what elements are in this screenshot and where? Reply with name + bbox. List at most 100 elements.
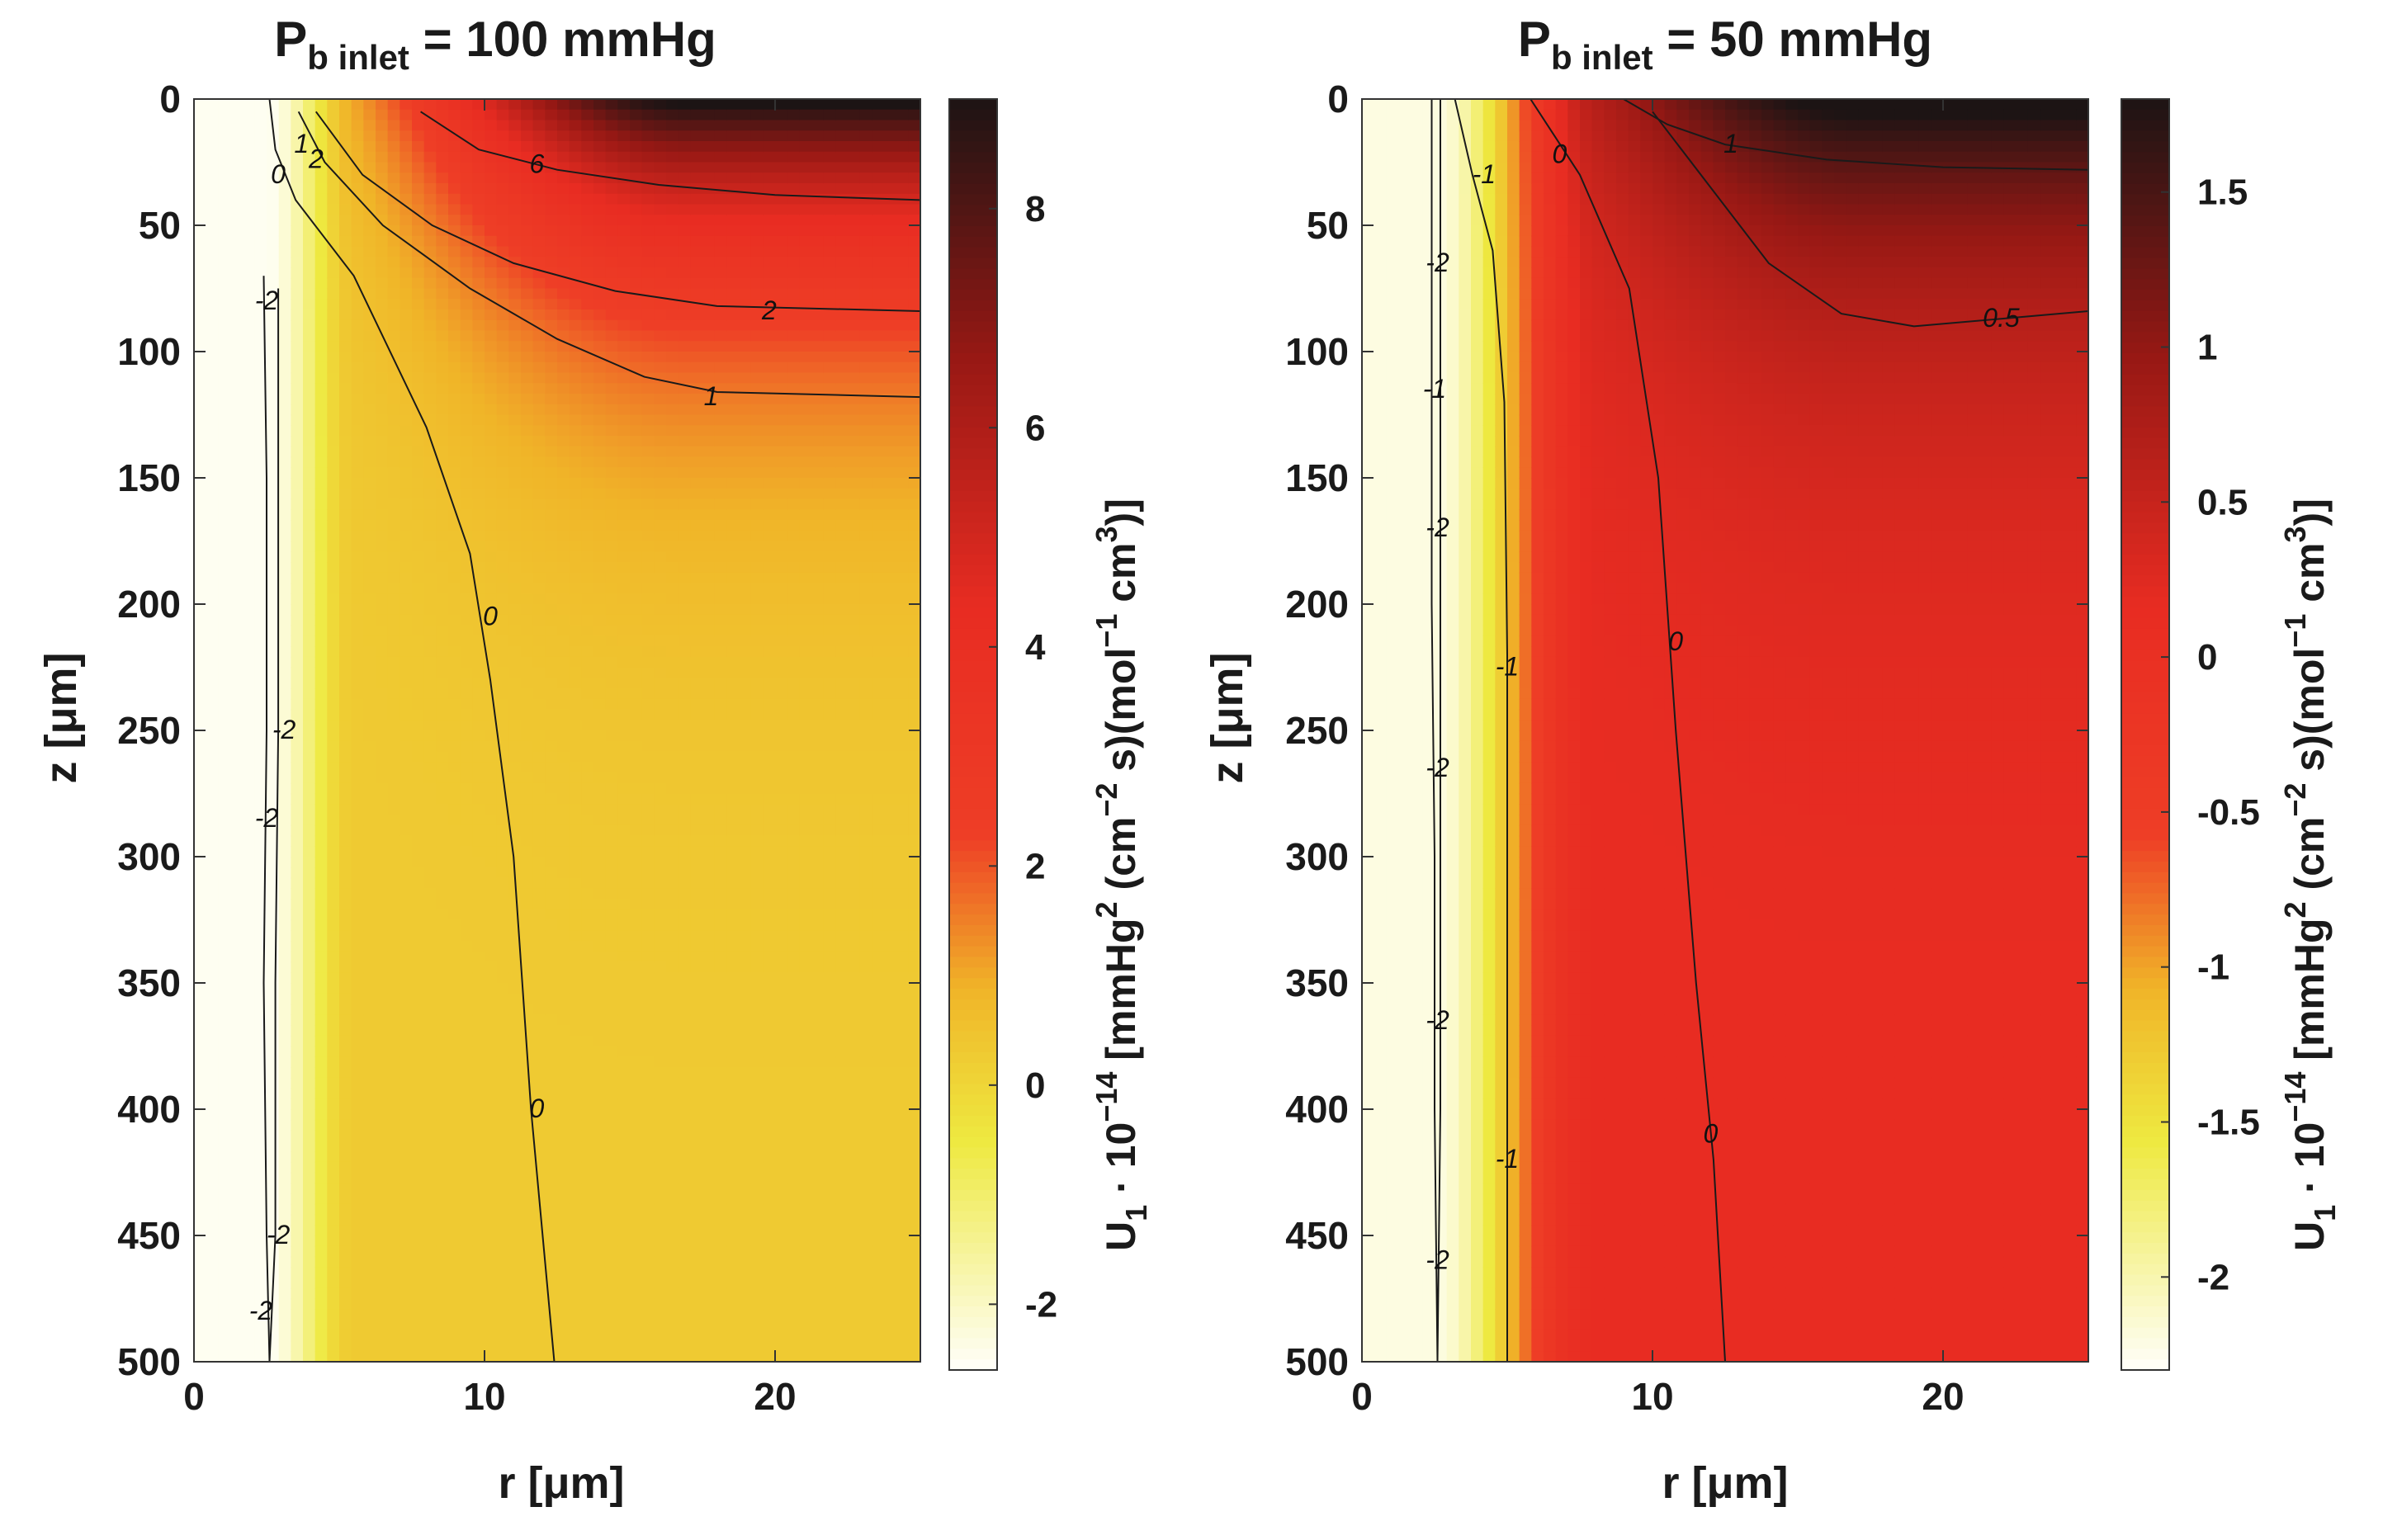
heat-cell (496, 909, 510, 921)
heat-cell (666, 972, 679, 984)
heat-cell (472, 961, 485, 974)
heat-cell (291, 1151, 304, 1163)
heat-cell (230, 99, 244, 111)
heat-cell (690, 330, 703, 342)
heat-cell (400, 1193, 413, 1205)
heat-cell (230, 277, 244, 290)
heat-cell (412, 1351, 425, 1363)
heat-cell (605, 1330, 619, 1342)
heat-cell (206, 109, 220, 121)
heat-cell (387, 656, 401, 668)
heat-cell (412, 215, 425, 226)
heat-cell (327, 541, 340, 553)
heat-cell (641, 1267, 655, 1278)
heat-cell (654, 394, 667, 405)
heat-cell (690, 867, 703, 879)
heat-cell (666, 857, 679, 868)
heat-cell (267, 330, 280, 342)
heat-cell (278, 109, 292, 121)
heat-cell (532, 372, 546, 385)
heat-cell (617, 1298, 631, 1311)
heat-cell (291, 1309, 304, 1320)
heat-cell (376, 835, 389, 848)
heat-cell (351, 1256, 365, 1268)
heat-cell (557, 1320, 570, 1331)
heat-cell (581, 319, 594, 332)
heat-cell (448, 467, 461, 479)
heat-cell (363, 857, 376, 868)
heat-cell (363, 1046, 376, 1058)
heat-cell (545, 782, 558, 795)
heat-cell (242, 109, 256, 121)
heat-cell (351, 352, 365, 363)
heat-cell (339, 341, 352, 352)
heat-cell (267, 1245, 280, 1258)
heat-cell (472, 1320, 485, 1331)
heat-cell (496, 109, 510, 121)
heat-cell (472, 1351, 485, 1363)
heat-cell (605, 361, 619, 374)
heat-cell (339, 1235, 352, 1247)
heat-cell (654, 488, 667, 500)
heat-cell (242, 941, 256, 952)
heat-cell (303, 520, 316, 531)
heat-cell (593, 762, 607, 773)
heat-cell (545, 961, 558, 974)
heat-cell (412, 1098, 425, 1110)
heat-cell (605, 993, 619, 1005)
heat-cell (351, 383, 365, 394)
heat-cell (303, 551, 316, 563)
heat-cell (569, 141, 583, 153)
heat-cell (303, 667, 316, 679)
heat-cell (242, 1330, 256, 1342)
heat-cell (194, 972, 207, 984)
heat-cell (218, 1088, 231, 1100)
heat-cell (485, 488, 498, 500)
heat-cell (654, 583, 667, 595)
heat-cell (387, 782, 401, 795)
heat-cell (605, 1109, 619, 1121)
heat-cell (448, 1183, 461, 1194)
heat-cell (678, 1245, 692, 1258)
heat-cell (508, 541, 522, 553)
heat-cell (314, 698, 329, 711)
heat-cell (678, 951, 692, 963)
heat-cell (339, 646, 352, 658)
heat-cell (327, 1109, 340, 1121)
heat-cell (605, 394, 619, 405)
heat-cell (605, 656, 619, 668)
heat-cell (654, 877, 667, 890)
heat-cell (545, 656, 558, 668)
heat-cell (314, 1214, 329, 1226)
heat-cell (339, 478, 352, 489)
heat-cell (376, 1330, 389, 1342)
heat-cell (485, 1193, 498, 1205)
heat-cell (242, 1130, 256, 1142)
heat-cell (508, 1340, 522, 1353)
heat-cell (641, 1320, 655, 1331)
heat-cell (339, 635, 352, 647)
heat-cell (460, 204, 474, 216)
heat-cell (617, 1067, 631, 1079)
heat-cell (569, 1340, 583, 1353)
heat-cell (303, 751, 316, 763)
heat-cell (641, 319, 655, 332)
heat-cell (351, 1193, 365, 1205)
heat-cell (545, 257, 558, 268)
heat-cell (376, 520, 389, 531)
heat-cell (327, 204, 340, 216)
heat-cell (436, 183, 449, 195)
heat-cell (242, 583, 256, 595)
heat-cell (641, 846, 655, 857)
heat-cell (678, 330, 692, 342)
heat-cell (521, 1330, 534, 1342)
heat-cell (278, 824, 292, 837)
heat-cell (267, 961, 280, 974)
heat-cell (569, 888, 583, 900)
heat-cell (254, 625, 267, 637)
heat-cell (412, 1256, 425, 1268)
heat-cell (303, 467, 316, 479)
heat-cell (387, 488, 401, 500)
heat-cell (545, 824, 558, 837)
heat-cell (218, 1351, 231, 1363)
